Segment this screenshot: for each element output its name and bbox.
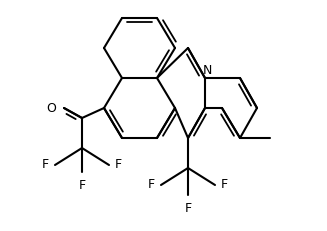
Text: F: F [184,202,192,215]
Text: N: N [202,64,212,76]
Text: F: F [221,179,228,191]
Text: F: F [42,158,49,171]
Text: O: O [46,101,56,115]
Text: F: F [148,179,155,191]
Text: F: F [115,158,122,171]
Text: F: F [78,179,86,192]
